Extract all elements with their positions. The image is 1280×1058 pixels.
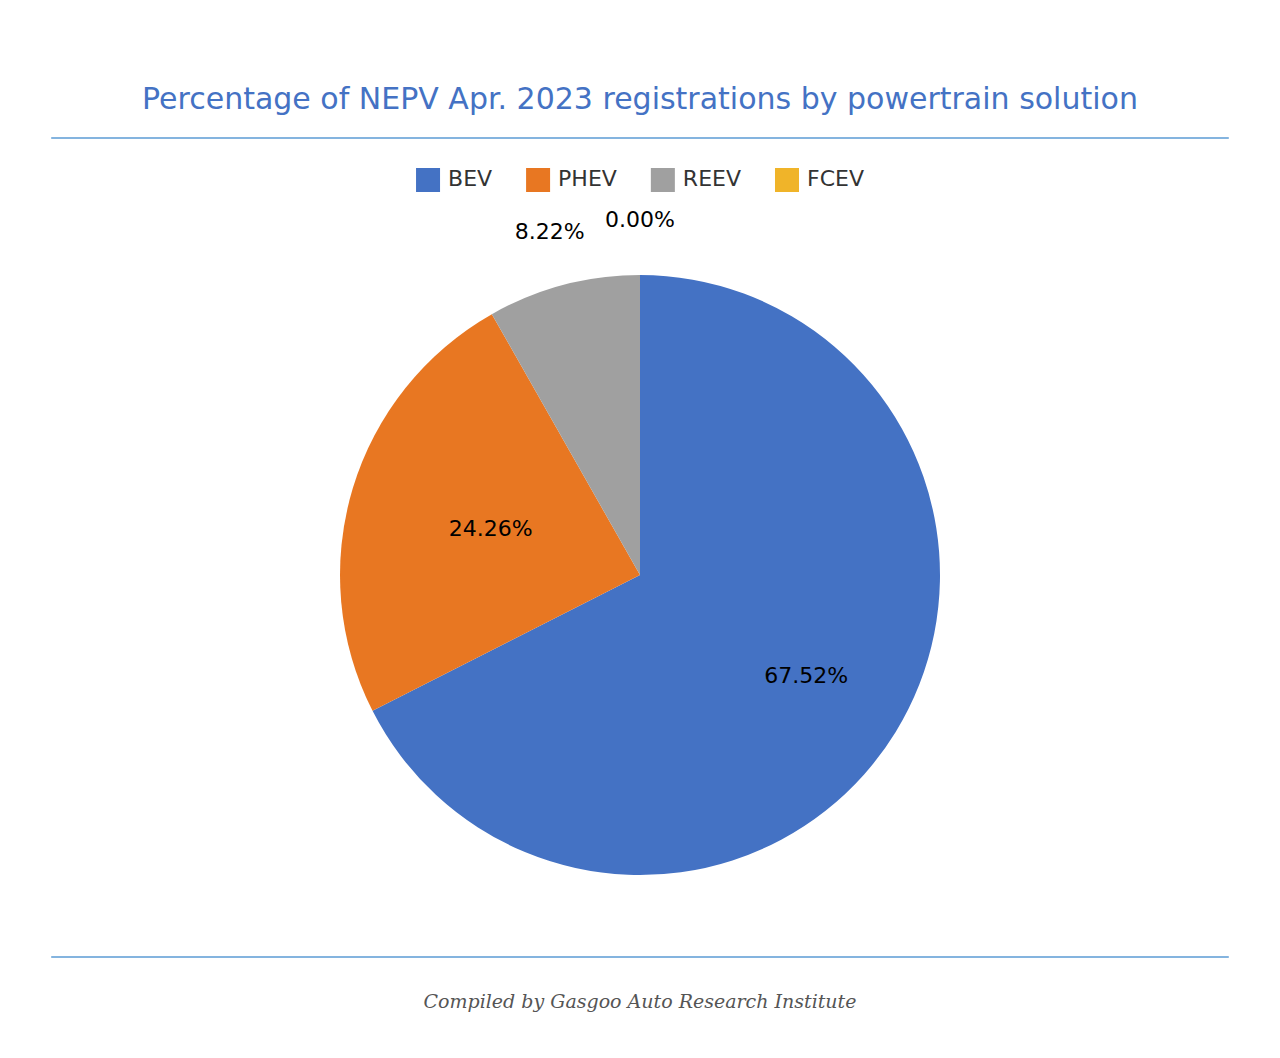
chart-root: Percentage of NEPV Apr. 2023 registratio…	[0, 0, 1280, 1058]
legend-label: PHEV	[558, 166, 617, 191]
legend-label: FCEV	[807, 166, 864, 191]
legend-item: FCEV	[775, 166, 864, 192]
legend-swatch	[775, 168, 799, 192]
data-label: 0.00%	[605, 207, 675, 232]
legend-label: BEV	[448, 166, 492, 191]
data-label: 24.26%	[449, 516, 533, 541]
legend-item: REEV	[651, 166, 741, 192]
data-labels: 67.52% 24.26% 8.22% 0.00%	[449, 207, 848, 688]
footer-note: Compiled by Gasgoo Auto Research Institu…	[424, 990, 857, 1012]
legend-swatch	[526, 168, 550, 192]
legend-swatch	[651, 168, 675, 192]
data-label: 8.22%	[515, 219, 585, 244]
chart-title: Percentage of NEPV Apr. 2023 registratio…	[142, 81, 1138, 116]
legend-label: REEV	[683, 166, 741, 191]
legend-swatch	[416, 168, 440, 192]
footer-rule	[51, 956, 1229, 958]
title-rule	[51, 137, 1229, 139]
data-label: 67.52%	[764, 663, 848, 688]
pie-slice	[640, 275, 641, 575]
legend-item: PHEV	[526, 166, 617, 192]
legend-item: BEV	[416, 166, 492, 192]
legend: BEV PHEV REEV FCEV	[416, 166, 864, 192]
pie	[340, 275, 940, 875]
